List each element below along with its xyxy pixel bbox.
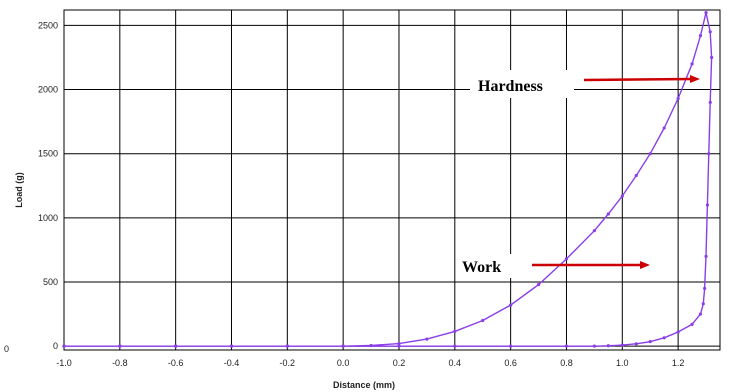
data-point [676, 96, 680, 101]
data-point [710, 55, 714, 60]
annotation-hardness: Hardness [478, 78, 543, 95]
x-tick-label: 0.6 [504, 358, 517, 368]
y-tick-label: 2500 [38, 20, 58, 30]
data-point [592, 229, 596, 233]
work-label-bg [456, 254, 520, 278]
x-tick-label: 1.2 [672, 358, 685, 368]
data-point [118, 344, 122, 348]
data-point [698, 312, 703, 316]
data-point [662, 126, 666, 130]
x-tick-label: 0.4 [449, 358, 462, 368]
data-point [620, 194, 624, 198]
data-point [425, 337, 429, 341]
y-axis-label: Load (g) [14, 172, 24, 208]
x-tick-label: -0.6 [168, 358, 184, 368]
hardness-arrowhead [690, 75, 700, 83]
annotations: Hardness Work [456, 70, 700, 278]
y-tick-label: 500 [43, 277, 58, 287]
data-point [704, 10, 708, 15]
data-point [662, 336, 666, 340]
series-layer [62, 10, 714, 348]
data-point [676, 330, 680, 334]
data-point [62, 344, 66, 348]
x-axis-label: Distance (mm) [333, 380, 395, 390]
tick-labels: -1.0 -0.8 -0.6 -0.4 -0.2 0.0 0.2 0.4 0.6 0.8 1.0 1.… [38, 20, 684, 368]
data-point [592, 344, 596, 348]
data-point [703, 286, 707, 291]
y-tick-label: 2000 [38, 85, 58, 95]
y-tick-label: 0 [53, 341, 58, 351]
data-point [453, 329, 457, 333]
data-point [369, 343, 373, 348]
data-point [708, 30, 712, 34]
data-point [481, 318, 485, 323]
data-point [174, 344, 178, 348]
data-point [606, 212, 610, 216]
data-point [564, 257, 569, 261]
hardness-label-bg [470, 70, 574, 98]
annotation-work: Work [462, 259, 501, 276]
x-tick-label: 1.0 [616, 358, 629, 368]
x-tick-label: -0.4 [224, 358, 240, 368]
data-point [634, 342, 638, 346]
data-point [701, 302, 705, 306]
data-point [707, 152, 711, 156]
hardness-arrow [583, 77, 693, 82]
y-tick-label: 1000 [38, 213, 58, 223]
data-point [509, 344, 513, 348]
data-point [704, 254, 708, 258]
data-point [509, 303, 513, 307]
data-point [634, 173, 638, 178]
data-point [606, 344, 610, 348]
x-tick-label: 0.2 [393, 358, 406, 368]
data-point [564, 344, 569, 348]
x-tick-label: -1.0 [56, 358, 72, 368]
data-point [397, 341, 401, 346]
data-point [690, 322, 694, 326]
work-arrowhead [640, 261, 650, 269]
data-point [229, 344, 234, 348]
data-point [536, 282, 541, 287]
data-point [341, 344, 345, 348]
y-tick-label: 1500 [38, 149, 58, 159]
data-point [453, 344, 457, 348]
plot-area [63, 9, 721, 351]
data-point [397, 344, 401, 348]
data-point [708, 100, 712, 104]
data-point [285, 344, 289, 348]
x-tick-label: 0.8 [560, 358, 573, 368]
data-point [690, 62, 694, 66]
data-point [648, 340, 652, 344]
x-tick-label: -0.2 [280, 358, 296, 368]
origin-label: 0 [4, 344, 9, 354]
x-tick-label: -0.8 [112, 358, 128, 368]
data-point [705, 203, 710, 207]
data-point [648, 152, 652, 156]
x-tick-label: 0.0 [337, 358, 350, 368]
data-point [620, 343, 624, 347]
data-point [698, 34, 703, 38]
